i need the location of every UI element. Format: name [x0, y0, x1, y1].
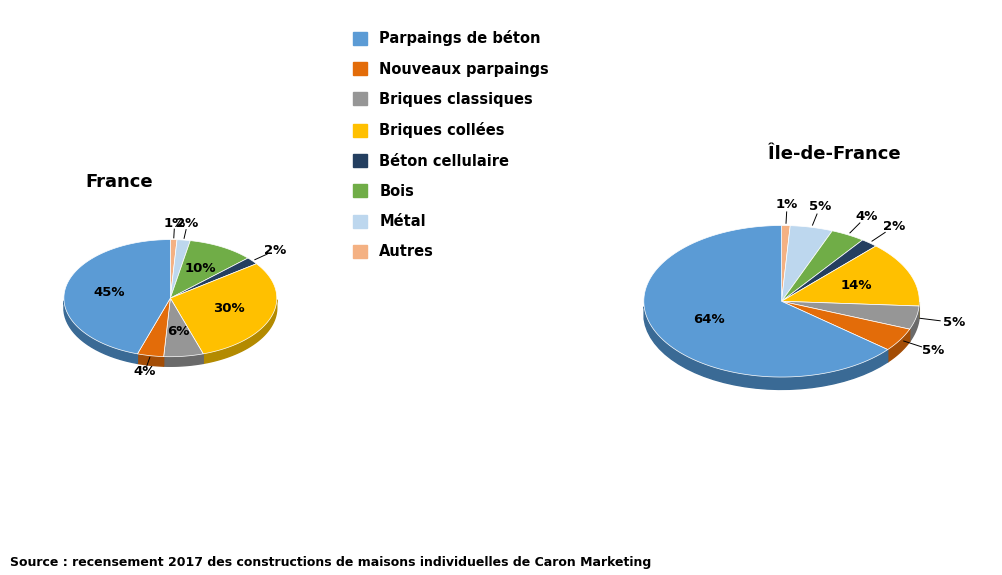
Text: 5%: 5% — [922, 344, 945, 357]
Polygon shape — [64, 301, 137, 363]
Polygon shape — [64, 240, 170, 354]
Text: 1%: 1% — [163, 217, 185, 230]
Polygon shape — [170, 240, 177, 298]
Polygon shape — [888, 329, 910, 362]
Text: 2%: 2% — [265, 244, 287, 257]
Polygon shape — [782, 301, 910, 350]
Text: 1%: 1% — [776, 198, 799, 211]
Polygon shape — [644, 225, 888, 377]
Polygon shape — [163, 354, 203, 366]
Text: 64%: 64% — [693, 313, 725, 327]
Text: 30%: 30% — [213, 302, 244, 315]
Polygon shape — [644, 306, 888, 389]
Text: 45%: 45% — [93, 286, 125, 300]
Title: Île-de-France: Île-de-France — [769, 145, 901, 163]
Polygon shape — [170, 258, 257, 298]
Text: 6%: 6% — [167, 325, 189, 338]
Polygon shape — [163, 298, 203, 356]
Polygon shape — [782, 231, 863, 301]
Text: 5%: 5% — [809, 200, 831, 213]
Polygon shape — [782, 240, 876, 301]
Polygon shape — [137, 354, 163, 366]
Polygon shape — [910, 306, 919, 342]
Title: France: France — [85, 173, 153, 191]
Polygon shape — [170, 264, 277, 354]
Text: 2%: 2% — [883, 220, 905, 233]
Text: 14%: 14% — [840, 279, 872, 292]
Text: 4%: 4% — [856, 210, 878, 223]
Polygon shape — [137, 298, 170, 356]
Polygon shape — [170, 240, 190, 298]
Polygon shape — [782, 246, 919, 306]
Polygon shape — [170, 240, 247, 298]
Text: 2%: 2% — [176, 217, 198, 231]
Legend: Parpaings de béton, Nouveaux parpaings, Briques classiques, Briques collées, Bét: Parpaings de béton, Nouveaux parpaings, … — [353, 30, 549, 259]
Polygon shape — [782, 225, 791, 301]
Text: 4%: 4% — [133, 365, 156, 378]
Text: 10%: 10% — [184, 262, 215, 275]
Polygon shape — [203, 300, 277, 363]
Polygon shape — [782, 225, 833, 301]
Polygon shape — [782, 301, 919, 329]
Text: 5%: 5% — [943, 316, 965, 329]
Text: Source : recensement 2017 des constructions de maisons individuelles de Caron Ma: Source : recensement 2017 des constructi… — [10, 556, 651, 569]
